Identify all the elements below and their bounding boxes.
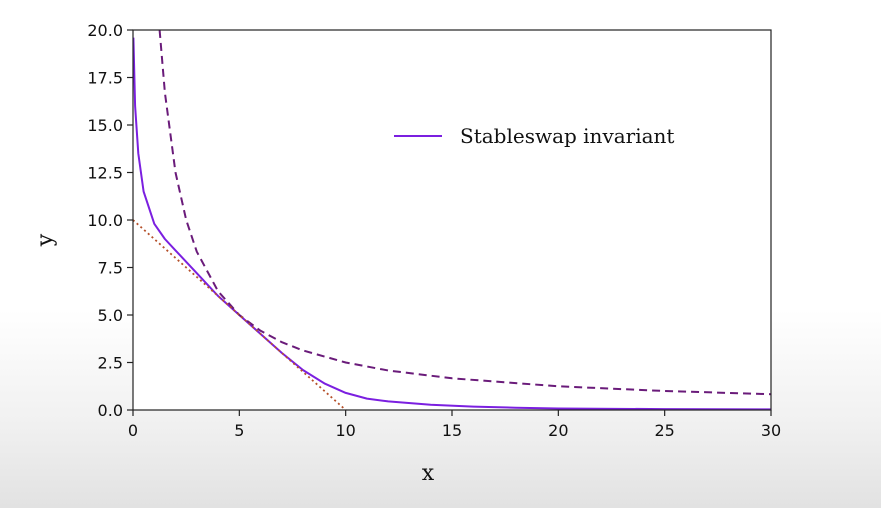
- x-axis-label: x: [422, 461, 435, 486]
- plot-background: [133, 30, 771, 410]
- y-axis-ticks: 0.0 2.5 5.0 7.5 10.0 12.5 15.0 17.5 20.0: [87, 21, 133, 420]
- y-tick-label: 12.5: [87, 164, 123, 183]
- series-lines: [133, 30, 771, 410]
- series-stableswap-line: [133, 37, 771, 410]
- y-axis-label: y: [33, 233, 58, 247]
- y-tick-label: 10.0: [87, 211, 123, 230]
- legend-label-stableswap: Stableswap invariant: [460, 124, 674, 148]
- x-tick-label: 5: [234, 421, 244, 440]
- x-axis-ticks: 0 5 10 15 20 25 30: [128, 410, 781, 440]
- x-tick-label: 30: [761, 421, 781, 440]
- x-tick-label: 10: [335, 421, 355, 440]
- series-dashed-line: [158, 30, 771, 396]
- y-tick-label: 5.0: [98, 306, 123, 325]
- x-tick-label: 0: [128, 421, 138, 440]
- x-tick-label: 20: [548, 421, 568, 440]
- y-tick-label: 2.5: [98, 354, 123, 373]
- x-tick-label: 25: [654, 421, 674, 440]
- y-tick-label: 17.5: [87, 69, 123, 88]
- y-tick-label: 15.0: [87, 116, 123, 135]
- y-tick-label: 7.5: [98, 259, 123, 278]
- x-tick-label: 15: [442, 421, 462, 440]
- plot-area: [133, 30, 771, 410]
- y-tick-label: 0.0: [98, 401, 123, 420]
- legend: Stableswap invariant: [394, 124, 674, 148]
- y-tick-label: 20.0: [87, 21, 123, 40]
